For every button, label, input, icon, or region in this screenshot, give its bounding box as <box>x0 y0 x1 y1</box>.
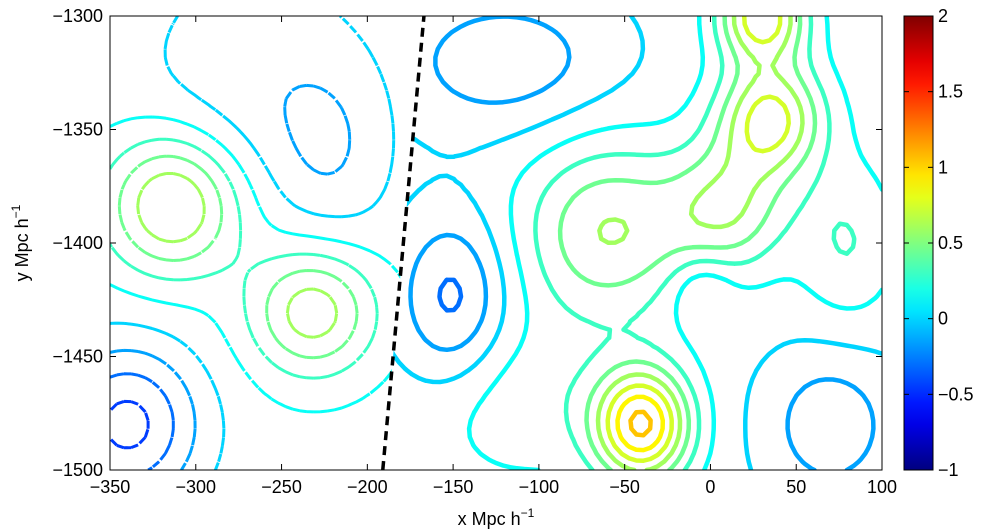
contour-level-left-8 <box>117 154 359 360</box>
contour-level-right-8 <box>605 16 791 463</box>
contour-level-right-9 <box>615 394 666 453</box>
x-tick-label: −150 <box>433 477 474 497</box>
y-tick-label: −1350 <box>52 120 103 140</box>
y-tick-label: −1400 <box>52 233 103 253</box>
colorbar-tick-label: −0.5 <box>938 384 974 404</box>
x-tick-label: −200 <box>347 477 388 497</box>
x-axis-label-exponent: −1 <box>521 506 535 520</box>
contour-level-right-6 <box>557 16 818 470</box>
contour-level-left-3 <box>110 372 175 470</box>
contour-lines-dashed <box>110 16 413 470</box>
plot-background <box>110 16 882 470</box>
y-tick-label: −1450 <box>52 347 103 367</box>
contour-level-left-9 <box>136 172 339 339</box>
contour-level-right-1 <box>437 277 464 313</box>
y-tick-label: −1300 <box>52 6 103 26</box>
contour-level-left-7 <box>110 137 379 380</box>
contour-level-left-2 <box>110 399 150 450</box>
y-axis-label-exponent: −1 <box>9 204 23 218</box>
colorbar-tick-label: 1 <box>938 157 948 177</box>
contour-level-left-5 <box>110 16 396 470</box>
x-tick-label: −350 <box>90 477 131 497</box>
x-tick-label: −100 <box>519 477 560 497</box>
x-tick-label: 50 <box>786 477 806 497</box>
colorbar-tick-label: 0 <box>938 309 948 329</box>
colorbar: 2 1.5 1 0.5 0 −0.5 −1 <box>903 6 974 480</box>
contour-level-right-2 <box>408 16 876 470</box>
y-axis-label: y Mpc h−1 <box>9 204 32 281</box>
contour-level-right-10 <box>628 409 653 438</box>
x-axis-label: x Mpc h−1 <box>458 506 535 529</box>
contour-lines-solid <box>382 16 882 470</box>
x-tick-label: 0 <box>705 477 715 497</box>
colorbar-tick-label: 0.5 <box>938 233 963 253</box>
x-axis: −350 −300 −250 −200 −150 −100 −50 0 50 100 <box>90 16 897 497</box>
y-tick-label: −1500 <box>52 460 103 480</box>
x-tick-label: −300 <box>176 477 217 497</box>
x-tick-label: 100 <box>867 477 897 497</box>
x-tick-label: −50 <box>609 477 640 497</box>
colorbar-tick-label: 2 <box>938 6 948 26</box>
colorbar-tick-label: 1.5 <box>938 82 963 102</box>
contour-level-right-7 <box>595 16 805 470</box>
contour-level-left-4 <box>110 83 352 470</box>
boundary-dashed-line <box>381 15 426 471</box>
contour-level-right-3 <box>382 16 882 470</box>
contour-level-right-5 <box>533 16 857 470</box>
colorbar-tick-label: −1 <box>938 460 959 480</box>
y-axis: −1300 −1350 −1400 −1450 −1500 <box>52 6 882 480</box>
x-tick-label: −250 <box>261 477 302 497</box>
colorbar-ticks: 2 1.5 1 0.5 0 −0.5 −1 <box>904 6 974 480</box>
contour-level-right-4 <box>466 16 882 470</box>
